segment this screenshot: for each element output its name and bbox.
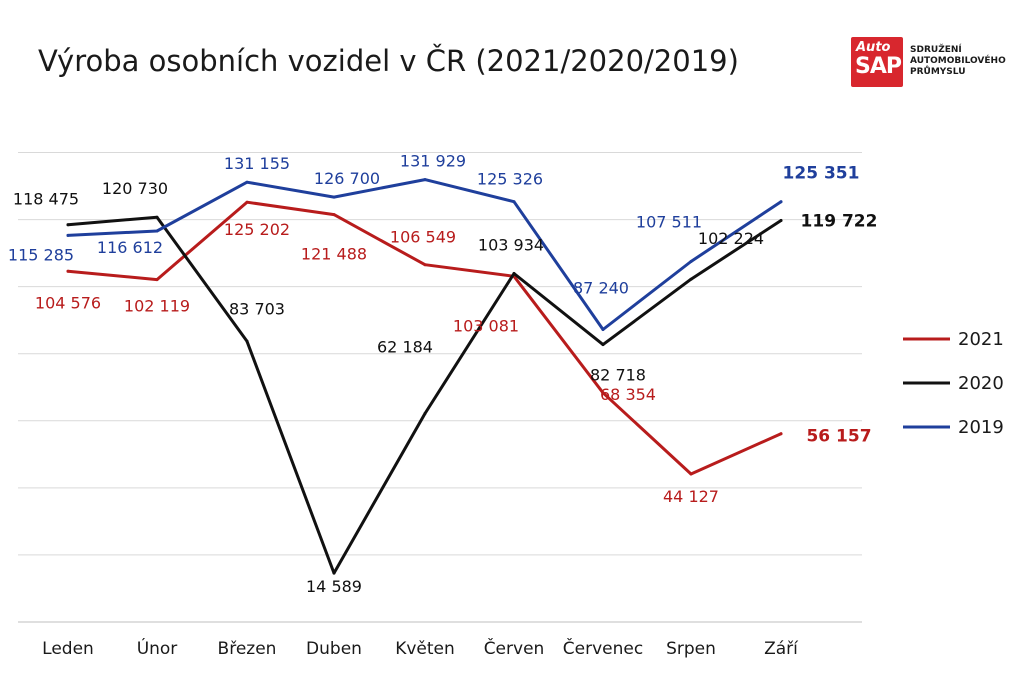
legend-label-2019: 2019 [958,417,1004,438]
data-label-2020-kveten: 62 184 [377,337,433,356]
x-tick-label-leden: Leden [42,639,94,659]
data-label-2020-unor: 120 730 [102,179,168,198]
data-label-2019-srpen: 107 511 [636,212,702,231]
legend-label-2020: 2020 [958,373,1004,394]
data-point-2019-brezen [245,180,249,184]
data-label-2021-cervenec: 68 354 [600,385,656,404]
data-point-2020-brezen [245,339,249,343]
data-point-2021-brezen [245,200,249,204]
x-tick-label-kveten: Květen [395,639,455,659]
data-point-2021-zari [779,432,783,436]
data-point-2019-cerven [512,200,516,204]
logo-org-line2: AUTOMOBILOVÉHO [910,56,1006,66]
logo-sap-text: SAP [855,54,902,79]
data-point-2019-srpen [689,260,693,263]
data-label-2021-srpen: 44 127 [663,487,719,506]
data-label-2021-cerven: 103 081 [453,316,519,335]
data-point-2020-kveten [423,412,427,415]
data-point-2019-kveten [423,178,427,182]
data-label-2021-unor: 102 119 [124,297,190,316]
data-label-2020-cervenec: 82 718 [590,366,646,385]
logo-org-name: SDRUŽENÍ AUTOMOBILOVÉHO PRŮMYSLU [910,45,1006,78]
data-label-2019-cerven: 125 326 [477,170,543,189]
data-label-2019-cervenec: 87 240 [573,278,629,297]
data-label-2020-leden: 118 475 [13,190,79,209]
data-point-2021-leden [66,269,70,273]
series-line-2020 [66,215,783,575]
data-point-2021-unor [155,278,159,282]
data-label-2020-cerven: 103 934 [478,235,544,254]
legend-label-2021: 2021 [958,329,1004,350]
data-point-2020-cervenec [601,343,605,347]
data-label-2020-zari: 119 722 [801,212,878,232]
data-point-2019-duben [332,195,336,199]
data-label-2020-brezen: 83 703 [229,299,285,318]
data-point-2020-zari [779,219,783,222]
data-label-2020-srpen: 102 224 [698,229,764,248]
chart-title: Výroba osobních vozidel v ČR (2021/2020/… [38,44,739,78]
data-point-2020-unor [155,215,159,219]
data-label-2021-kveten: 106 549 [390,228,456,247]
data-label-2020-duben: 14 589 [306,577,362,596]
data-point-2019-cervenec [601,328,605,331]
x-tick-label-cervenec: Červenec [563,637,643,659]
logo-badge: Auto SAP [851,37,903,87]
data-point-2021-kveten [423,263,427,267]
data-label-2019-brezen: 131 155 [224,154,290,173]
logo-org-line3: PRŮMYSLU [910,67,966,77]
data-point-2020-srpen [689,277,693,281]
data-label-2019-kveten: 131 929 [400,152,466,171]
data-point-2021-srpen [689,472,693,476]
data-point-2019-leden [66,233,70,237]
x-tick-label-brezen: Březen [218,639,277,659]
data-label-2021-duben: 121 488 [301,245,367,264]
data-label-2021-leden: 104 576 [35,293,101,312]
data-label-2019-unor: 116 612 [97,238,163,257]
logo-auto-text: Auto [856,40,891,55]
x-tick-label-cerven: Červen [484,637,545,659]
data-label-2021-zari: 56 157 [806,427,871,447]
x-tick-label-duben: Duben [306,639,362,659]
autosap-logo: Auto SAP SDRUŽENÍ AUTOMOBILOVÉHO PRŮMYSL… [851,37,1011,89]
data-label-2021-brezen: 125 202 [224,220,290,239]
data-point-2020-cerven [512,272,516,275]
data-point-2020-leden [66,223,70,227]
data-point-2019-zari [779,200,783,204]
x-tick-label-unor: Únor [137,637,178,659]
x-tick-label-srpen: Srpen [666,639,716,659]
data-label-2019-leden: 115 285 [8,245,74,264]
data-point-2019-unor [155,229,159,233]
data-label-2019-duben: 126 700 [314,169,380,188]
logo-org-line1: SDRUŽENÍ [910,45,962,55]
data-point-2020-duben [332,571,336,575]
x-tick-label-zari: Září [764,639,799,659]
data-point-2021-cervenec [601,391,605,395]
data-label-2019-zari: 125 351 [783,164,860,184]
data-point-2021-duben [332,213,336,217]
